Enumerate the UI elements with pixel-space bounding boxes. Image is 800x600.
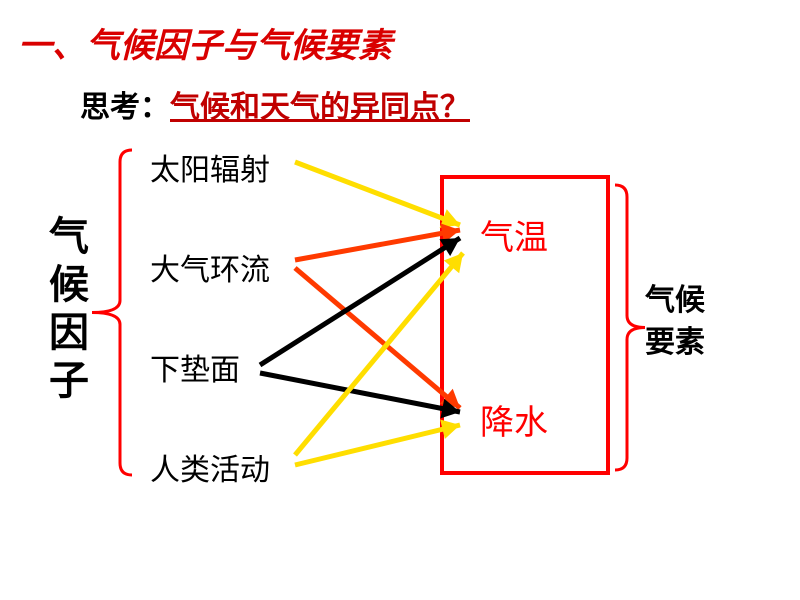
think-label-text: 思考： (80, 91, 170, 124)
element-item: 降水 (480, 395, 548, 444)
section-title: 一、气候因子与气候要素 (18, 18, 392, 67)
left-vertical-label-text: 气候因子 (43, 215, 88, 407)
left-brace (92, 150, 132, 475)
right-label-line2: 要素 (645, 326, 705, 359)
arrow-line (295, 162, 460, 225)
think-label: 思考： (80, 82, 170, 126)
right-label: 气候要素 (645, 280, 715, 364)
right-brace (615, 185, 645, 470)
factor-item: 人类活动 (150, 445, 270, 489)
think-question: 气候和天气的异同点？ (170, 82, 470, 126)
factor-item: 大气环流 (150, 245, 270, 289)
arrow-line (295, 253, 463, 455)
section-title-text: 一、气候因子与气候要素 (18, 28, 392, 65)
factor-item: 下垫面 (150, 345, 240, 389)
left-vertical-label: 气候因子 (36, 215, 94, 407)
arrow-line (295, 268, 460, 408)
factor-item: 太阳辐射 (150, 145, 270, 189)
arrow-line (295, 230, 460, 260)
arrow-line (295, 425, 460, 465)
element-item: 气温 (480, 210, 548, 259)
arrow-line (260, 373, 460, 412)
right-label-line1: 气候 (645, 284, 705, 317)
arrow-line (260, 238, 460, 365)
think-question-text: 气候和天气的异同点？ (170, 91, 470, 124)
